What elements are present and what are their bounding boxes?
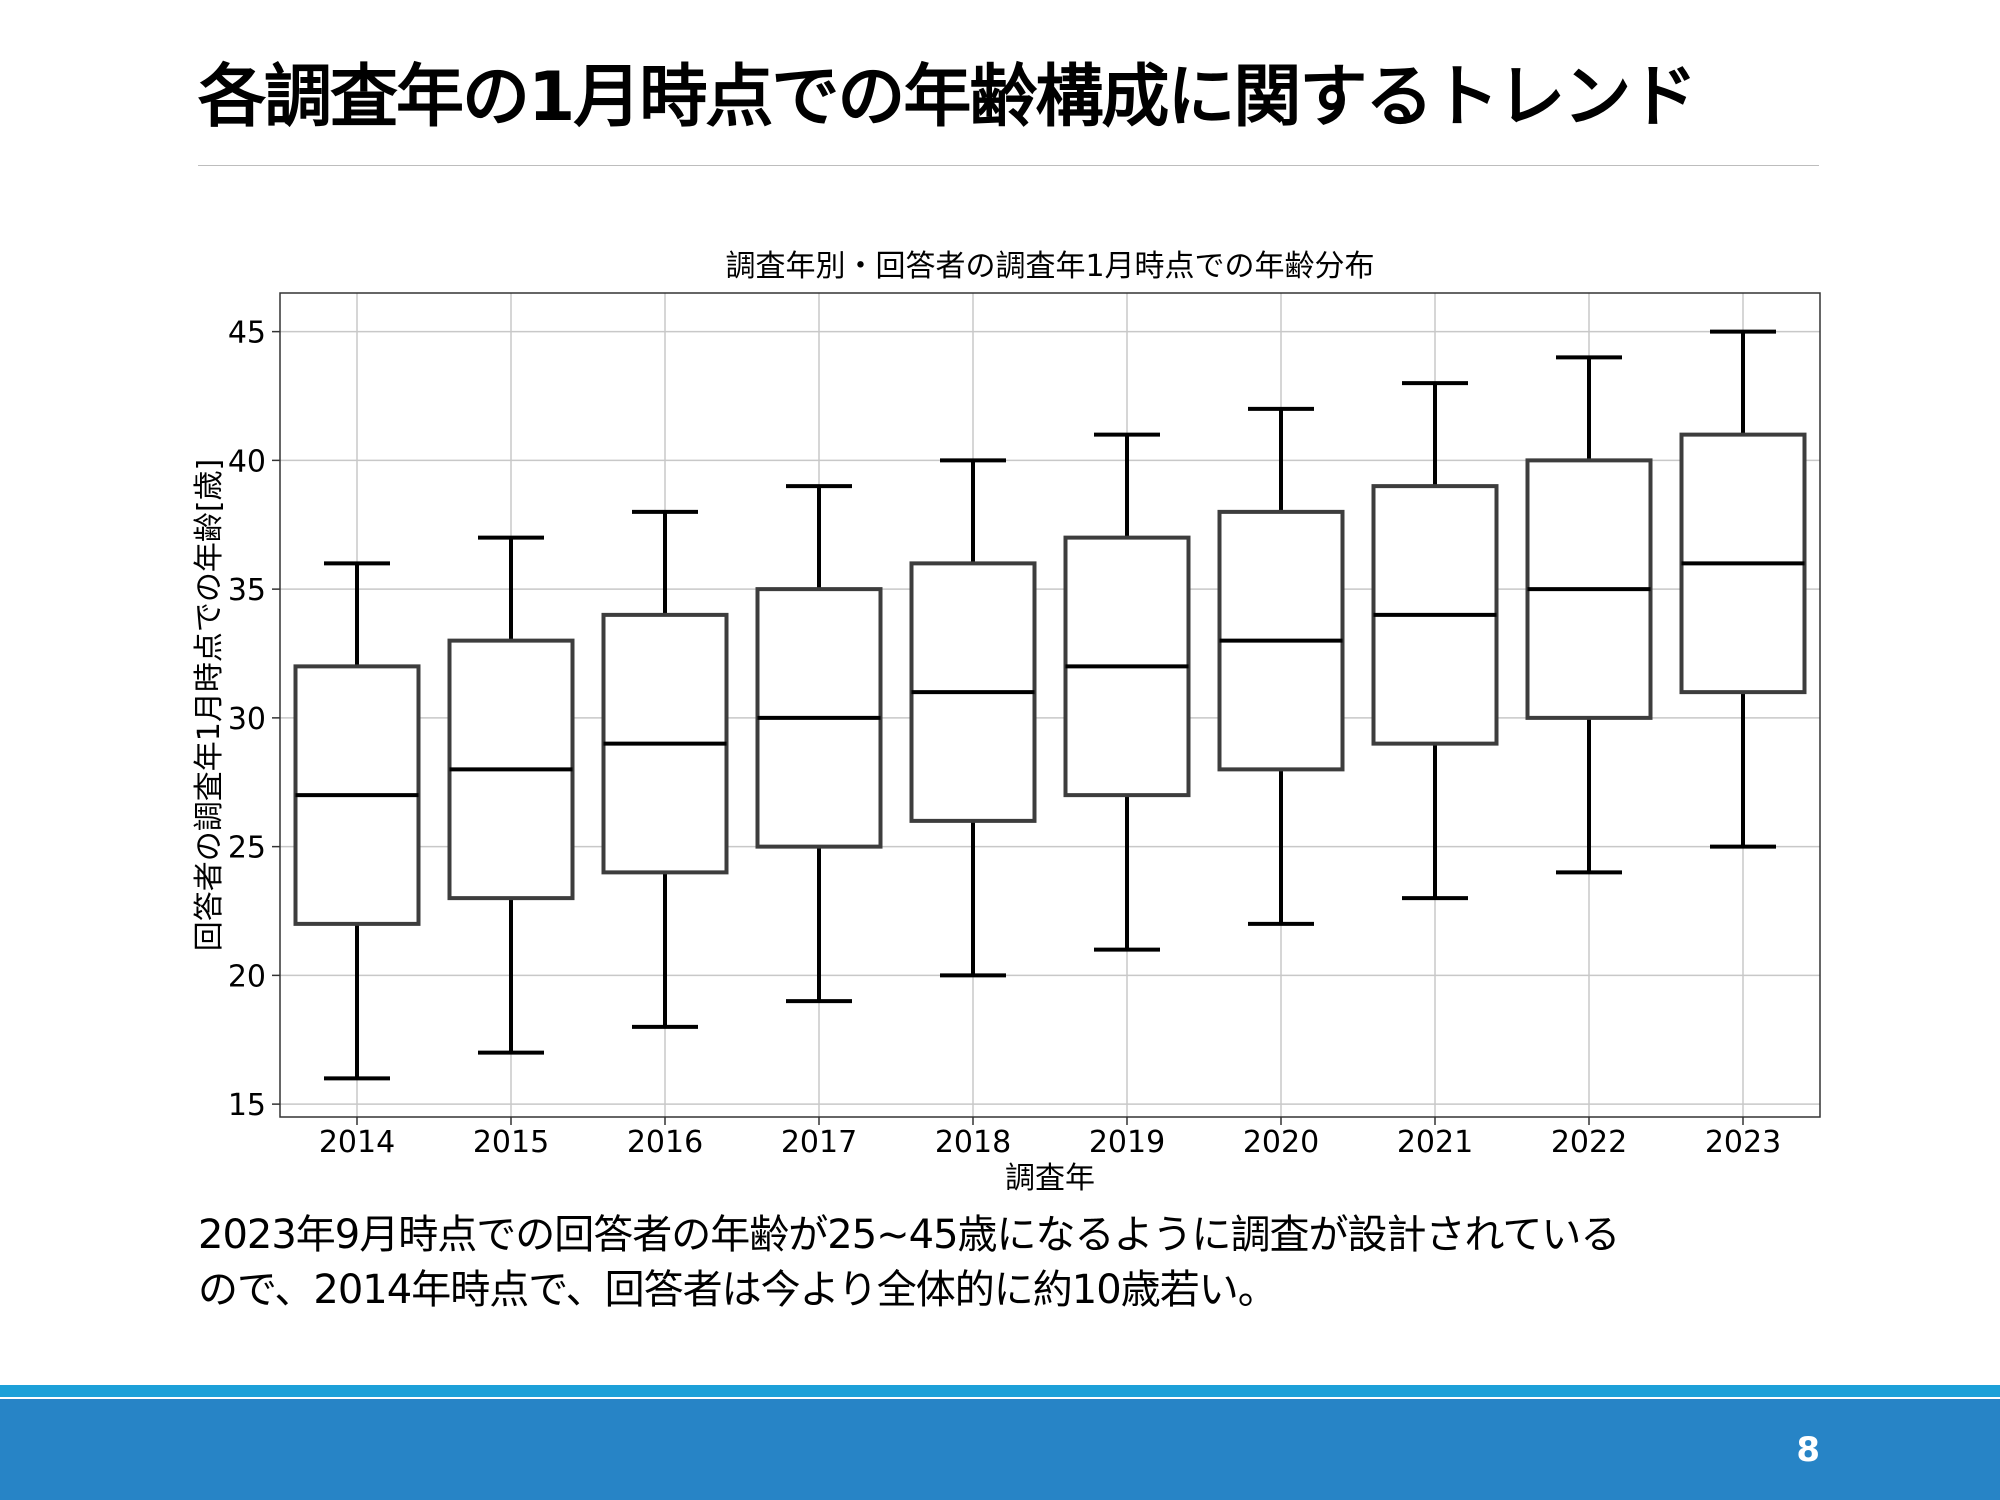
box-2021	[1371, 381, 1499, 901]
caption-line-2: ので、2014年時点で、回答者は今より全体的に約10歳若い。	[198, 1267, 1278, 1313]
box-2017	[755, 484, 883, 1004]
title-divider	[198, 165, 1819, 166]
x-tick-label: 2016	[627, 1125, 703, 1160]
box-2018	[909, 458, 1037, 978]
box-2020	[1217, 406, 1345, 926]
y-tick-label: 40	[228, 444, 266, 479]
plot-frame	[279, 292, 1821, 1118]
axis-ticks: 15 20 25 30 35 40 45 2014 2015 2016 2017 2018 2019 20…	[228, 316, 1781, 1160]
box-2023	[1679, 329, 1807, 849]
age-distribution-boxplot: 15 20 25 30 35 40 45 2014 2015 2016 2017 2018 2019 20…	[192, 249, 1821, 1196]
x-tick-label: 2022	[1551, 1125, 1627, 1160]
x-tick-label: 2018	[935, 1125, 1011, 1160]
slide-caption: 2023年9月時点での回答者の年齢が25~45歳になるように調査が設計されている…	[198, 1208, 1620, 1318]
y-tick-label: 25	[228, 831, 266, 866]
x-tick-label: 2019	[1089, 1125, 1165, 1160]
y-tick-label: 15	[228, 1088, 266, 1123]
box-2022	[1525, 355, 1653, 875]
x-tick-label: 2014	[319, 1125, 395, 1160]
box-2019	[1063, 432, 1191, 952]
chart-title: 調査年別・回答者の調査年1月時点での年齢分布	[725, 249, 1374, 284]
y-tick-label: 35	[228, 573, 266, 608]
x-tick-label: 2023	[1705, 1125, 1781, 1160]
x-tick-label: 2017	[781, 1125, 857, 1160]
footer-stripe	[0, 1385, 2000, 1397]
y-tick-label: 20	[228, 959, 266, 994]
caption-line-1: 2023年9月時点での回答者の年齢が25~45歳になるように調査が設計されている	[198, 1212, 1620, 1258]
box-2015	[447, 535, 575, 1055]
y-tick-label: 45	[228, 316, 266, 351]
page-number: 8	[1796, 1430, 1820, 1470]
y-axis-label: 回答者の調査年1月時点での年齢[歳]	[192, 459, 227, 952]
box-series	[293, 329, 1807, 1081]
footer-band	[0, 1399, 2000, 1500]
box-2014	[293, 561, 421, 1081]
x-axis-label: 調査年	[1005, 1161, 1095, 1196]
x-tick-label: 2015	[473, 1125, 549, 1160]
y-tick-label: 30	[228, 702, 266, 737]
x-tick-label: 2020	[1243, 1125, 1319, 1160]
slide-title: 各調査年の1月時点での年齢構成に関するトレンド	[198, 58, 1697, 137]
x-tick-label: 2021	[1397, 1125, 1473, 1160]
box-2016	[601, 509, 729, 1029]
